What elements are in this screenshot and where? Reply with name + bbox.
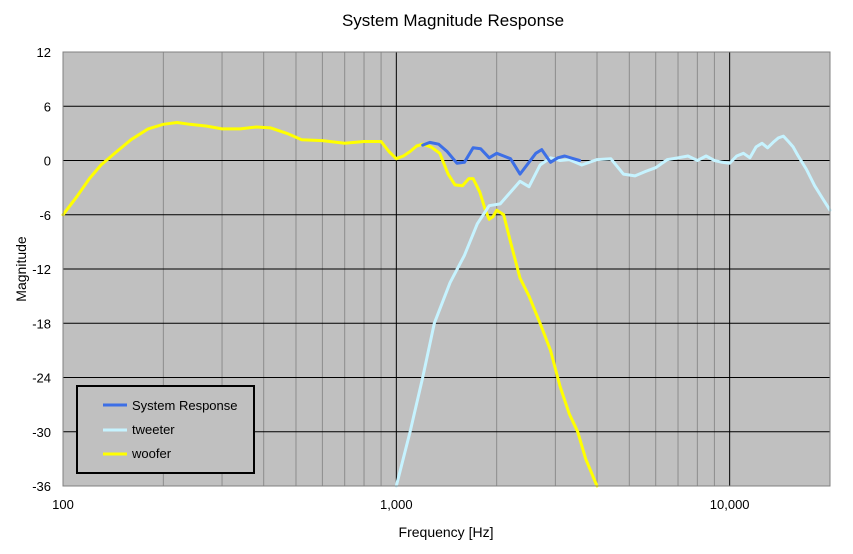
y-tick-label: 6 bbox=[44, 99, 51, 114]
legend-label-woofer: woofer bbox=[131, 446, 172, 461]
y-tick-label: -6 bbox=[39, 208, 51, 223]
x-axis-label: Frequency [Hz] bbox=[399, 524, 494, 540]
y-axis-ticks: 12 6 0 -6 -12 -18 -24 -30 -36 bbox=[32, 45, 51, 494]
y-tick-label: -12 bbox=[32, 262, 51, 277]
legend: System Response tweeter woofer bbox=[76, 385, 255, 474]
x-tick-label: 1,000 bbox=[380, 497, 413, 512]
series-tweeter-line bbox=[394, 134, 832, 488]
plot-border bbox=[62, 51, 831, 487]
y-tick-label: -18 bbox=[32, 316, 51, 331]
y-tick-label: -24 bbox=[32, 371, 51, 386]
x-tick-label: 100 bbox=[52, 497, 74, 512]
chart-title: System Magnitude Response bbox=[342, 11, 564, 30]
y-axis-label: Magnitude bbox=[13, 236, 29, 302]
legend-label-system-response: System Response bbox=[132, 398, 238, 413]
legend-label-tweeter: tweeter bbox=[132, 422, 175, 437]
series-layer bbox=[61, 121, 832, 488]
y-tick-label: 12 bbox=[37, 45, 51, 60]
x-tick-label: 10,000 bbox=[710, 497, 750, 512]
x-axis-ticks: 100 1,000 10,000 bbox=[52, 497, 749, 512]
y-tick-label: -30 bbox=[32, 425, 51, 440]
y-tick-label: 0 bbox=[44, 154, 51, 169]
y-tick-label: -36 bbox=[32, 479, 51, 494]
series-woofer-line bbox=[61, 121, 599, 488]
series-system-response-line bbox=[421, 140, 582, 176]
